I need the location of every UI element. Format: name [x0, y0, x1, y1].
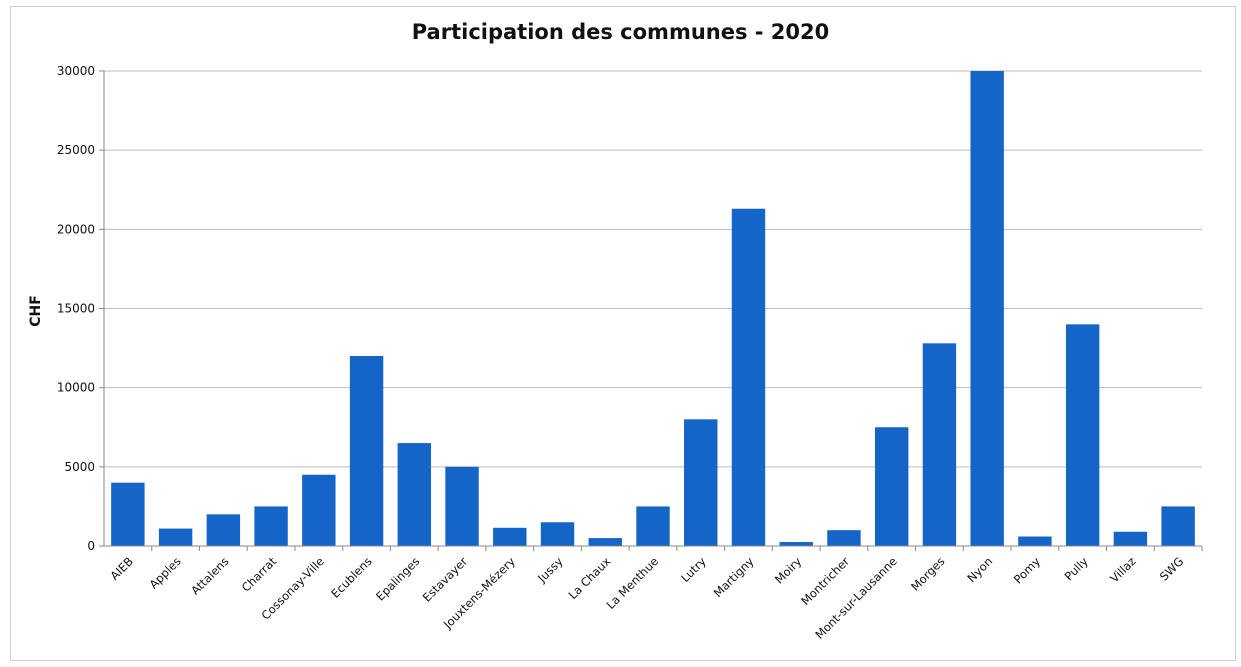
bar [445, 466, 479, 546]
bar [1018, 536, 1052, 546]
bar [1065, 324, 1100, 546]
bar [588, 538, 622, 546]
bar [1113, 531, 1148, 546]
x-category-label: Charrat [239, 554, 280, 595]
x-category-label: Lutry [678, 554, 709, 585]
y-tick-label: 15000 [57, 302, 95, 316]
y-tick-label: 10000 [57, 381, 95, 395]
bar [397, 443, 432, 546]
x-category-label: Martigny [711, 554, 757, 600]
y-tick-label: 5000 [64, 460, 95, 474]
chart-frame [10, 6, 1236, 661]
x-category-label: Attalens [188, 554, 231, 597]
bar [540, 522, 575, 546]
bar [827, 530, 861, 546]
bar [684, 419, 718, 546]
y-tick-label: 30000 [57, 64, 95, 78]
x-category-label: Villaz [1107, 554, 1138, 585]
x-category-label: Ecublens [328, 554, 374, 600]
chart-title: Participation des communes - 2020 [411, 20, 830, 44]
bar [206, 514, 241, 546]
bar [111, 482, 145, 546]
y-tick-label: 25000 [57, 143, 95, 157]
bar [874, 427, 909, 546]
x-category-label: SWG [1157, 554, 1186, 583]
bar [779, 542, 813, 546]
x-category-label: La Chaux [566, 554, 614, 602]
bar [1161, 506, 1195, 546]
bar [922, 343, 957, 546]
bar [349, 356, 384, 546]
x-category-label: Morges [908, 554, 947, 593]
bar [970, 71, 1004, 546]
y-tick-label: 0 [87, 539, 95, 553]
bar [493, 527, 527, 546]
bar [636, 506, 670, 546]
bar [254, 506, 288, 546]
x-category-label: Estavayer [420, 554, 471, 605]
x-category-label: Pomy [1011, 554, 1043, 586]
x-category-label: Moiry [772, 554, 804, 586]
x-category-label: AIEB [107, 554, 136, 583]
x-category-label: Epalinges [373, 554, 422, 603]
x-category-label: Nyon [964, 554, 995, 585]
x-category-label: Apples [146, 554, 183, 591]
y-tick-label: 20000 [57, 222, 95, 236]
x-category-label: Mont-sur-Lausanne [812, 554, 900, 642]
bar [731, 208, 766, 546]
bar [302, 474, 336, 546]
x-category-label: Jussy [534, 554, 566, 586]
bar [158, 528, 193, 546]
x-category-label: Pully [1062, 554, 1091, 583]
